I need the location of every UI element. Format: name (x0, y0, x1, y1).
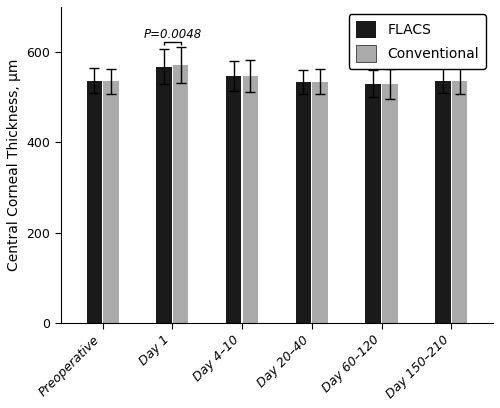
Bar (226, 76, 242, 323)
Bar (435, 80, 450, 323)
Bar (312, 82, 328, 323)
Bar (156, 67, 172, 323)
Bar (173, 65, 188, 323)
Y-axis label: Central Corneal Thickness, μm: Central Corneal Thickness, μm (7, 59, 21, 271)
Legend: FLACS, Conventional: FLACS, Conventional (348, 14, 486, 69)
Bar (243, 76, 258, 323)
Bar (382, 84, 398, 323)
Bar (452, 81, 468, 323)
Bar (296, 82, 311, 323)
Text: P=0.0048: P=0.0048 (143, 28, 202, 41)
Bar (104, 82, 118, 323)
Bar (366, 84, 381, 323)
Bar (86, 80, 102, 323)
